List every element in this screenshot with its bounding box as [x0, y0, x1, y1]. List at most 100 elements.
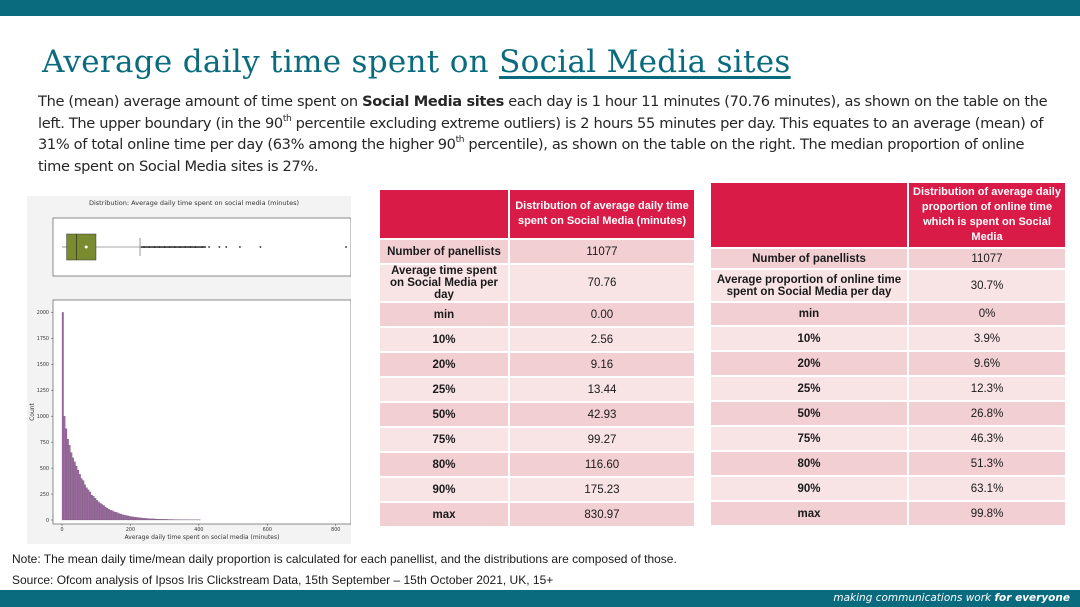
chart-svg: Distribution: Average daily time spent o… [29, 199, 351, 541]
histogram-bar [111, 510, 114, 521]
table-row: min 0.00 [380, 303, 694, 326]
row-value: 2.56 [510, 328, 694, 351]
table-header-row: Distribution of average daily time spent… [380, 190, 694, 238]
row-value: 830.97 [510, 503, 694, 526]
row-label: Number of panellists [711, 249, 907, 268]
row-value: 11077 [510, 240, 694, 263]
histogram-bar [140, 517, 143, 521]
histogram-frame [52, 299, 351, 525]
histogram-bar [126, 515, 129, 521]
x-tick-label: 800 [331, 527, 340, 533]
row-value: 3.9% [909, 327, 1065, 350]
histogram-bar [92, 496, 95, 521]
row-value: 175.23 [510, 478, 694, 501]
table-row: Number of panellists 11077 [711, 249, 1065, 268]
table-row: 50% 42.93 [380, 403, 694, 426]
table-row: Average proportion of online time spent … [711, 270, 1065, 301]
histogram-bar [162, 519, 165, 521]
table-row: max 99.8% [711, 502, 1065, 525]
row-value: 51.3% [909, 452, 1065, 475]
table-row: 90% 63.1% [711, 477, 1065, 500]
histogram-bar [152, 518, 155, 521]
table-row: 75% 99.27 [380, 428, 694, 451]
histogram-bar [79, 474, 81, 521]
y-tick-label: 250 [40, 492, 49, 498]
histogram-bar [116, 512, 119, 521]
y-axis-label: Count [29, 402, 36, 420]
row-value: 63.1% [909, 477, 1065, 500]
table-row: 10% 3.9% [711, 327, 1065, 350]
histogram-bar [104, 506, 107, 521]
row-label: 75% [380, 428, 508, 451]
x-tick-label: 200 [126, 527, 135, 533]
histogram-bar [118, 513, 121, 521]
row-label: min [711, 303, 907, 325]
x-axis-label: Average daily time spent on social media… [125, 534, 280, 541]
histogram-bar [144, 518, 146, 521]
intro-text-2: each day is 1 hour 11 minutes (70.76 min… [38, 93, 1048, 132]
row-label: 50% [380, 403, 508, 426]
histogram-bar [102, 505, 105, 521]
histogram-bar [135, 517, 138, 521]
row-value: 99.8% [909, 502, 1065, 525]
row-label: 90% [711, 477, 907, 500]
boxplot-outlier [345, 246, 347, 248]
table-row: min 0% [711, 303, 1065, 325]
histogram-bar [70, 452, 73, 521]
table-row: 90% 175.23 [380, 478, 694, 501]
title-link[interactable]: Social Media sites [499, 44, 791, 80]
y-tick-label: 1500 [37, 362, 49, 368]
intro-bold: Social Media sites [362, 93, 504, 110]
table-row: 25% 12.3% [711, 377, 1065, 400]
y-tick-label: 1250 [37, 388, 49, 394]
row-label: max [380, 503, 508, 526]
row-label: 20% [380, 353, 508, 376]
table-row: 20% 9.6% [711, 352, 1065, 375]
histogram-bar [120, 513, 122, 521]
boxplot-outlier [259, 246, 262, 248]
histogram-bar [109, 510, 112, 521]
histogram-bar [121, 514, 124, 521]
histogram-bar [73, 461, 76, 521]
row-label: 50% [711, 402, 907, 425]
histogram-bar [145, 518, 148, 521]
histogram-bar [80, 478, 83, 521]
histogram-bar [89, 491, 92, 521]
intro-sup-2: th [455, 135, 465, 146]
row-value: 46.3% [909, 427, 1065, 450]
histogram-bar [155, 518, 158, 521]
histogram-bar [75, 465, 78, 521]
histogram-bar [133, 516, 136, 521]
histogram-bar [142, 518, 145, 521]
tagline: making communications work for everyone [833, 590, 1070, 607]
boxplot-mean [84, 245, 88, 249]
row-value: 9.6% [909, 352, 1065, 375]
histogram-bar [96, 500, 98, 521]
histogram-bar [150, 518, 153, 521]
column-header: Distribution of average daily proportion… [909, 183, 1065, 247]
row-value: 26.8% [909, 402, 1065, 425]
histogram-bar [63, 416, 66, 521]
histogram-bar [113, 511, 115, 521]
histogram-bar [97, 501, 100, 521]
row-label: 80% [380, 453, 508, 476]
histogram-bar [68, 445, 71, 521]
row-label: Average time spent on Social Media per d… [380, 265, 508, 301]
histogram-bar [99, 503, 102, 521]
row-label: 25% [711, 377, 907, 400]
table-header-row: Distribution of average daily proportion… [711, 183, 1065, 247]
column-header: Distribution of average daily time spent… [510, 190, 694, 238]
histogram-bar [138, 517, 141, 521]
row-label: 10% [380, 328, 508, 351]
header-blank-cell [380, 190, 508, 238]
histogram-bar [77, 470, 80, 521]
row-value: 30.7% [909, 270, 1065, 301]
time-distribution-table: Distribution of average daily time spent… [378, 188, 696, 528]
row-value: 99.27 [510, 428, 694, 451]
histogram-bar [61, 312, 64, 521]
histogram-bar [166, 519, 169, 521]
header-blank-cell [711, 183, 907, 247]
x-tick-label: 400 [194, 527, 203, 533]
histogram-bar [137, 517, 139, 521]
histogram-bar [132, 516, 134, 521]
